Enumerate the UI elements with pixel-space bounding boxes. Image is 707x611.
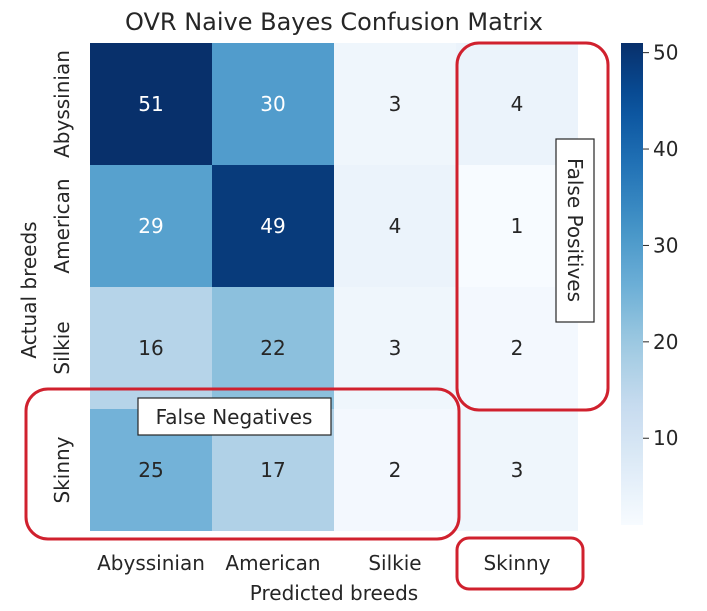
y-axis-label: Actual breeds <box>17 221 41 358</box>
y-tick-label: Abyssinian <box>50 50 74 158</box>
y-tick-label: Silkie <box>50 321 74 374</box>
x-tick-label: Skinny <box>483 551 550 575</box>
heatmap-cell <box>334 165 456 287</box>
cell-value: 30 <box>260 92 285 116</box>
false-negatives-highlight <box>24 387 461 541</box>
heatmap-cells <box>90 43 578 531</box>
cell-value: 22 <box>260 336 285 360</box>
x-tick-label: American <box>225 551 320 575</box>
cell-value: 1 <box>511 214 524 238</box>
x-axis-label: Predicted breeds <box>250 581 418 605</box>
cell-value: 2 <box>511 336 524 360</box>
heatmap-cell <box>212 43 334 165</box>
false-negatives-label: False Negatives <box>156 405 313 429</box>
colorbar-tick-label: 20 <box>653 330 678 354</box>
cell-value: 16 <box>138 336 163 360</box>
colorbar <box>621 43 643 525</box>
cell-value: 3 <box>511 458 524 482</box>
false-negatives-label-box <box>137 397 332 436</box>
x-tick-label: Abyssinian <box>97 551 205 575</box>
chart-title: OVR Naive Bayes Confusion Matrix <box>125 8 543 36</box>
x-tick-label: Silkie <box>368 551 421 575</box>
skinny-tick-highlight <box>455 536 585 591</box>
cell-value: 17 <box>260 458 285 482</box>
heatmap-cell-labels: 51 30 3 4 29 49 4 1 16 22 3 2 25 17 2 3 <box>138 92 523 482</box>
heatmap-cell <box>212 165 334 287</box>
cell-value: 3 <box>389 336 402 360</box>
cell-value: 29 <box>138 214 163 238</box>
cell-value: 4 <box>511 92 524 116</box>
colorbar-tick-label: 30 <box>653 233 678 257</box>
y-tick-labels: Abyssinian American Silkie Skinny <box>50 50 74 503</box>
colorbar-tick-label: 40 <box>653 137 678 161</box>
false-positives-label-box <box>555 138 595 323</box>
cell-value: 25 <box>138 458 163 482</box>
false-positives-highlight <box>455 41 610 412</box>
heatmap-cell <box>334 43 456 165</box>
y-tick-label: Skinny <box>50 436 74 503</box>
heatmap-cell <box>456 409 578 531</box>
cell-value: 2 <box>389 458 402 482</box>
heatmap-cell <box>90 165 212 287</box>
heatmap-cell <box>334 409 456 531</box>
false-positives-label: False Positives <box>563 158 587 302</box>
x-tick-labels: Abyssinian American Silkie Skinny <box>97 551 551 575</box>
cell-value: 4 <box>389 214 402 238</box>
colorbar-tick-label: 10 <box>653 426 678 450</box>
y-tick-label: American <box>50 178 74 273</box>
heatmap-cell <box>90 43 212 165</box>
cell-value: 49 <box>260 214 285 238</box>
cell-value: 3 <box>389 92 402 116</box>
cell-value: 51 <box>138 92 163 116</box>
colorbar-ticks: 10 20 30 40 50 <box>643 41 678 450</box>
colorbar-tick-label: 50 <box>653 41 678 65</box>
